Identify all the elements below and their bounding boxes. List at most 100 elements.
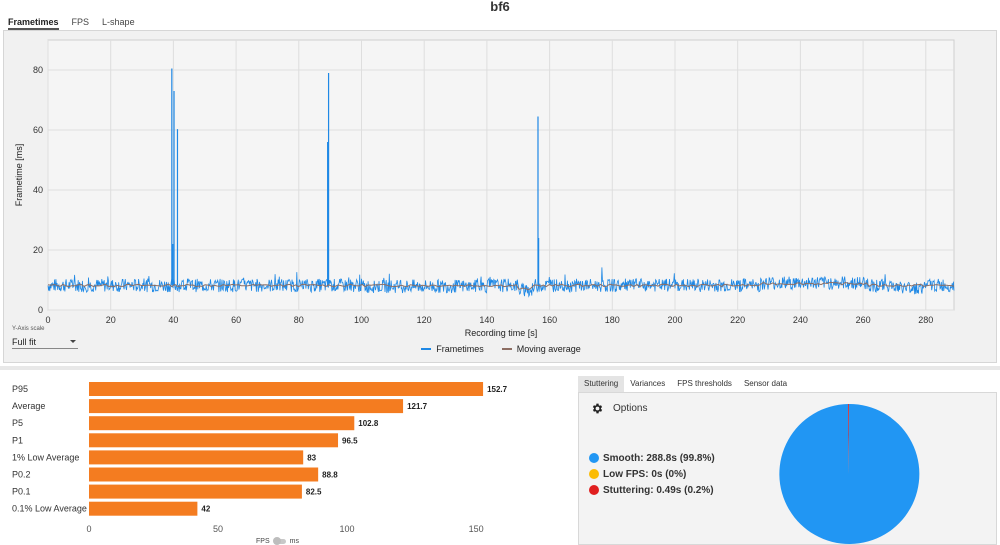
x-tick-label: 100 bbox=[354, 315, 369, 325]
y-tick-label: 20 bbox=[33, 245, 43, 255]
bar-x-tick-label: 0 bbox=[86, 524, 91, 534]
stuttering-pie-chart bbox=[779, 403, 920, 544]
unit-toggle[interactable]: FPS ms bbox=[256, 537, 299, 545]
stutter-label-stuttering: Stuttering: 0.49s (0.2%) bbox=[603, 484, 714, 496]
legend-item-moving-average[interactable]: Moving average bbox=[501, 344, 581, 354]
toggle-knob bbox=[272, 537, 281, 545]
view-tabs: Frametimes FPS L-shape bbox=[5, 14, 145, 30]
legend-item-frametimes[interactable]: Frametimes bbox=[421, 344, 484, 354]
stuttering-legend: Smooth: 288.8s (99.8%) Low FPS: 0s (0%) … bbox=[589, 450, 715, 498]
bar-value-label: 83 bbox=[307, 453, 316, 462]
tab-fps-thresholds[interactable]: FPS thresholds bbox=[677, 379, 732, 388]
frametime-chart-panel: 0 20 40 60 80 100 120 140 160 180 200 220 240 260 280 0… bbox=[3, 30, 997, 363]
x-tick-label: 20 bbox=[106, 315, 116, 325]
panel-divider bbox=[0, 366, 1000, 370]
bar-x-tick-label: 150 bbox=[469, 524, 484, 534]
fps-bar bbox=[89, 433, 339, 448]
smooth-dot-icon bbox=[589, 453, 599, 463]
fps-bar bbox=[89, 450, 304, 465]
y-tick-label: 40 bbox=[33, 185, 43, 195]
x-tick-label: 40 bbox=[168, 315, 178, 325]
fps-bar bbox=[89, 399, 404, 414]
legend-label-moving-average: Moving average bbox=[516, 344, 581, 354]
stuttering-panel: Options Smooth: 288.8s (99.8%) Low FPS: … bbox=[578, 392, 997, 545]
bar-value-label: 102.8 bbox=[358, 419, 379, 428]
x-tick-label: 240 bbox=[793, 315, 808, 325]
x-tick-label: 0 bbox=[45, 315, 50, 325]
options-button[interactable]: Options bbox=[591, 402, 647, 415]
moving-average-series-line bbox=[47, 281, 955, 291]
bar-category-label: P0.1 bbox=[12, 487, 31, 497]
y-axis-scale: Y-Axis scale Full fit bbox=[12, 326, 78, 349]
x-tick-label: 160 bbox=[542, 315, 557, 325]
chart-legend: Frametimes Moving average bbox=[4, 344, 998, 354]
fps-bar bbox=[89, 484, 302, 499]
stutter-row-stuttering: Stuttering: 0.49s (0.2%) bbox=[589, 482, 715, 498]
plot-area bbox=[47, 39, 955, 311]
toggle-switch[interactable] bbox=[272, 537, 286, 545]
bar-category-label: P1 bbox=[12, 435, 23, 445]
stuttering-dot-icon bbox=[589, 485, 599, 495]
legend-label-frametimes: Frametimes bbox=[436, 344, 484, 354]
stutter-row-low-fps: Low FPS: 0s (0%) bbox=[589, 466, 715, 482]
x-tick-label: 200 bbox=[667, 315, 682, 325]
tab-l-shape-label: L-shape bbox=[102, 17, 135, 27]
y-tick-label: 80 bbox=[33, 65, 43, 75]
fps-metrics-panel: P95 152.7 Average 121.7 P5 102.8 P1 96.5 1% Low … bbox=[0, 370, 574, 545]
fps-bar bbox=[89, 501, 198, 516]
x-tick-label: 280 bbox=[918, 315, 933, 325]
fps-metrics-chart: P95 152.7 Average 121.7 P5 102.8 P1 96.5 1% Low … bbox=[12, 382, 508, 534]
tab-fps[interactable]: FPS bbox=[69, 14, 100, 30]
tab-fps-label: FPS bbox=[71, 17, 90, 27]
frametime-chart[interactable]: 0 20 40 60 80 100 120 140 160 180 200 220 240 260 280 0… bbox=[4, 31, 998, 364]
x-tick-label: 180 bbox=[605, 315, 620, 325]
tab-frametimes[interactable]: Frametimes bbox=[5, 14, 69, 30]
bar-x-tick-label: 100 bbox=[340, 524, 355, 534]
bar-category-label: P0.2 bbox=[12, 470, 31, 480]
bar-value-label: 88.8 bbox=[322, 471, 338, 480]
x-tick-label: 260 bbox=[856, 315, 871, 325]
tab-frametimes-label: Frametimes bbox=[8, 17, 59, 30]
legend-swatch-moving-average bbox=[501, 348, 512, 350]
analysis-tabs: Stuttering Variances FPS thresholds Sens… bbox=[578, 376, 793, 392]
bar-category-label: 0.1% Low Average bbox=[12, 504, 87, 514]
stutter-row-smooth: Smooth: 288.8s (99.8%) bbox=[589, 450, 715, 466]
tab-variances[interactable]: Variances bbox=[630, 379, 666, 388]
unit-toggle-ms-label: ms bbox=[289, 538, 299, 545]
unit-toggle-fps-label: FPS bbox=[256, 538, 270, 545]
bar-value-label: 121.7 bbox=[407, 402, 428, 411]
x-tick-label: 80 bbox=[294, 315, 304, 325]
stutter-label-low-fps: Low FPS: 0s (0%) bbox=[603, 468, 687, 480]
page-title: bf6 bbox=[490, 0, 510, 14]
fps-bar bbox=[89, 467, 319, 482]
pie-slice bbox=[848, 404, 849, 474]
fps-bar bbox=[89, 416, 355, 431]
y-axis-label: Frametime [ms] bbox=[14, 144, 24, 207]
y-axis-scale-label: Y-Axis scale bbox=[12, 326, 45, 332]
y-tick-label: 60 bbox=[33, 125, 43, 135]
bar-x-tick-label: 50 bbox=[213, 524, 223, 534]
x-tick-label: 140 bbox=[479, 315, 494, 325]
fps-bar bbox=[89, 382, 484, 396]
low-fps-dot-icon bbox=[589, 469, 599, 479]
pie-slice bbox=[779, 403, 920, 544]
legend-swatch-frametimes bbox=[421, 348, 432, 350]
tab-stuttering[interactable]: Stuttering bbox=[578, 376, 625, 392]
x-axis-label: Recording time [s] bbox=[465, 328, 538, 338]
bar-value-label: 82.5 bbox=[306, 488, 322, 497]
tab-l-shape[interactable]: L-shape bbox=[99, 14, 145, 30]
tab-sensor-data[interactable]: Sensor data bbox=[743, 379, 788, 388]
x-tick-label: 120 bbox=[417, 315, 432, 325]
bar-category-label: Average bbox=[12, 401, 45, 411]
bar-value-label: 42 bbox=[201, 505, 210, 514]
bar-category-label: P5 bbox=[12, 418, 23, 428]
options-label: Options bbox=[613, 403, 648, 414]
x-tick-label: 60 bbox=[231, 315, 241, 325]
y-axis-scale-select[interactable]: Full fit bbox=[12, 335, 78, 349]
bar-value-label: 96.5 bbox=[342, 436, 358, 445]
stutter-label-smooth: Smooth: 288.8s (99.8%) bbox=[603, 452, 715, 464]
chevron-down-icon bbox=[70, 340, 76, 343]
x-tick-label: 220 bbox=[730, 315, 745, 325]
bar-value-label: 152.7 bbox=[487, 385, 508, 394]
gear-icon bbox=[592, 403, 603, 414]
